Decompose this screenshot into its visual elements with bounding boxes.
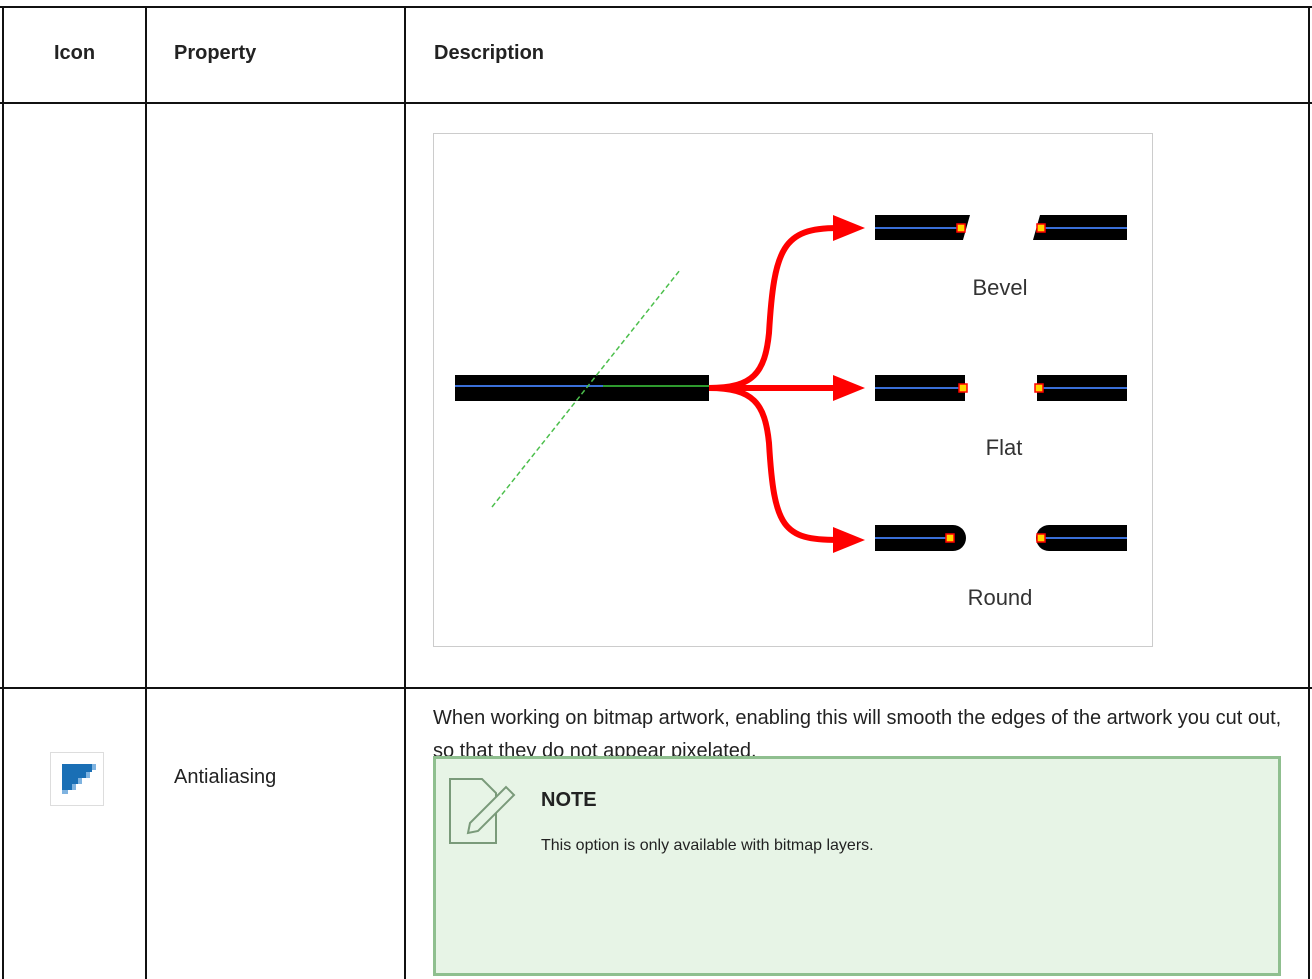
note-title: NOTE: [541, 789, 597, 811]
border: [0, 687, 1312, 689]
border: [0, 6, 1312, 8]
border: [1308, 6, 1310, 979]
border: [404, 6, 406, 979]
diagram-label: Flat: [986, 435, 1023, 460]
note-box: NOTE This option is only available with …: [433, 756, 1281, 976]
diagram-label: Bevel: [972, 275, 1027, 300]
note-text: This option is only available with bitma…: [541, 837, 874, 854]
header-cell: Description: [434, 42, 545, 64]
note-icon: [449, 778, 516, 844]
border: [145, 6, 147, 979]
border: [2, 6, 4, 979]
border: [0, 102, 1312, 104]
header-cell: Icon: [54, 42, 96, 64]
diagram-label: Round: [968, 585, 1033, 610]
header-cell: Property: [174, 42, 257, 64]
antialiasing-icon: [50, 752, 104, 806]
property-name: Antialiasing: [174, 766, 277, 788]
diagram: Bevel Flat Round: [433, 133, 1153, 647]
